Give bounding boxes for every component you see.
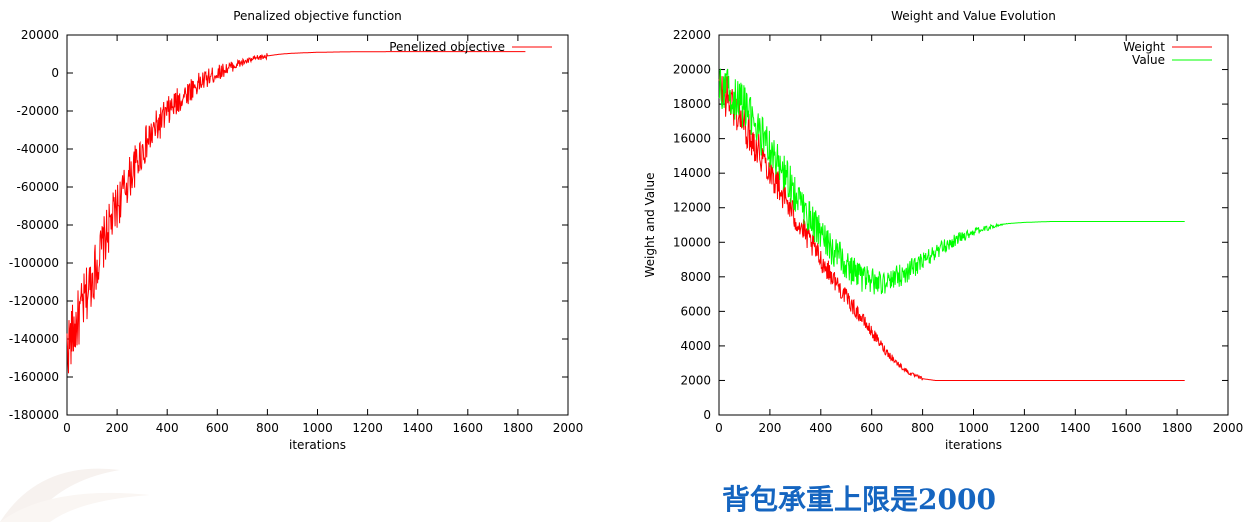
y-tick-label: 0 [703,408,711,422]
y-tick-label: 8000 [680,270,711,284]
x-axis-label: iterations [289,438,346,452]
x-tick-label: 1800 [503,421,534,435]
weight-value-chart: Weight and Value Evolution 0 200 400 600 800 1… [643,9,1244,452]
legend-label: Weight [1123,40,1165,54]
x-tick-label: 1400 [402,421,433,435]
y-tick-label: 22000 [673,28,711,42]
x-tick-label: 1800 [1162,421,1193,435]
chart-title: Penalized objective function [233,9,402,23]
y-tick-label: 14000 [673,166,711,180]
x-tick-label: 2000 [553,421,584,435]
y-tick-label: 2000 [680,373,711,387]
x-tick-label: 1400 [1060,421,1091,435]
x-tick-label: 200 [106,421,129,435]
y-tick-label: -180000 [9,408,59,422]
x-tick-label: 600 [206,421,229,435]
chart-title: Weight and Value Evolution [891,9,1056,23]
y-tick-label: -140000 [9,332,59,346]
y-tick-label: 18000 [673,97,711,111]
x-tick-label: 1600 [1111,421,1142,435]
y-tick-label: -80000 [16,218,59,232]
x-tick-label: 1200 [1009,421,1040,435]
x-tick-label: 800 [911,421,934,435]
y-tick-label: 6000 [680,304,711,318]
y-axis-label: Weight and Value [643,173,657,278]
series-line-penelized-objective [66,51,526,374]
x-tick-label: 2000 [1213,421,1244,435]
x-tick-label: 0 [715,421,723,435]
series-line-value [718,68,1185,295]
series-line-weight [718,72,1185,381]
y-tick-label: 20000 [21,28,59,42]
y-tick-label: 0 [51,66,59,80]
y-tick-label: -160000 [9,370,59,384]
x-tick-label: 800 [256,421,279,435]
y-tick-label: 20000 [673,63,711,77]
x-axis-label: iterations [945,438,1002,452]
x-tick-label: 200 [758,421,781,435]
y-tick-label: 12000 [673,201,711,215]
y-tick-label: -100000 [9,256,59,270]
x-tick-label: 400 [809,421,832,435]
penalized-objective-chart: Penalized objective function 0 200 400 600 80… [9,9,584,452]
y-tick-label: -40000 [16,142,59,156]
x-tick-label: 1200 [352,421,383,435]
x-tick-label: 600 [860,421,883,435]
y-tick-label: 10000 [673,235,711,249]
y-tick-label: 4000 [680,339,711,353]
decorative-corner-swirl [0,468,150,522]
plot-frame [66,34,569,416]
x-tick-label: 1000 [302,421,333,435]
x-tick-label: 400 [156,421,179,435]
x-tick-label: 1000 [958,421,989,435]
x-tick-label: 0 [63,421,71,435]
capacity-caption: 背包承重上限是2000 [722,483,996,516]
legend-label: Penelized objective [389,40,505,54]
y-tick-label: -60000 [16,180,59,194]
y-tick-label: -20000 [16,104,59,118]
y-tick-label: -120000 [9,294,59,308]
y-tick-label: 16000 [673,132,711,146]
legend-label: Value [1132,53,1165,67]
x-tick-label: 1600 [453,421,484,435]
